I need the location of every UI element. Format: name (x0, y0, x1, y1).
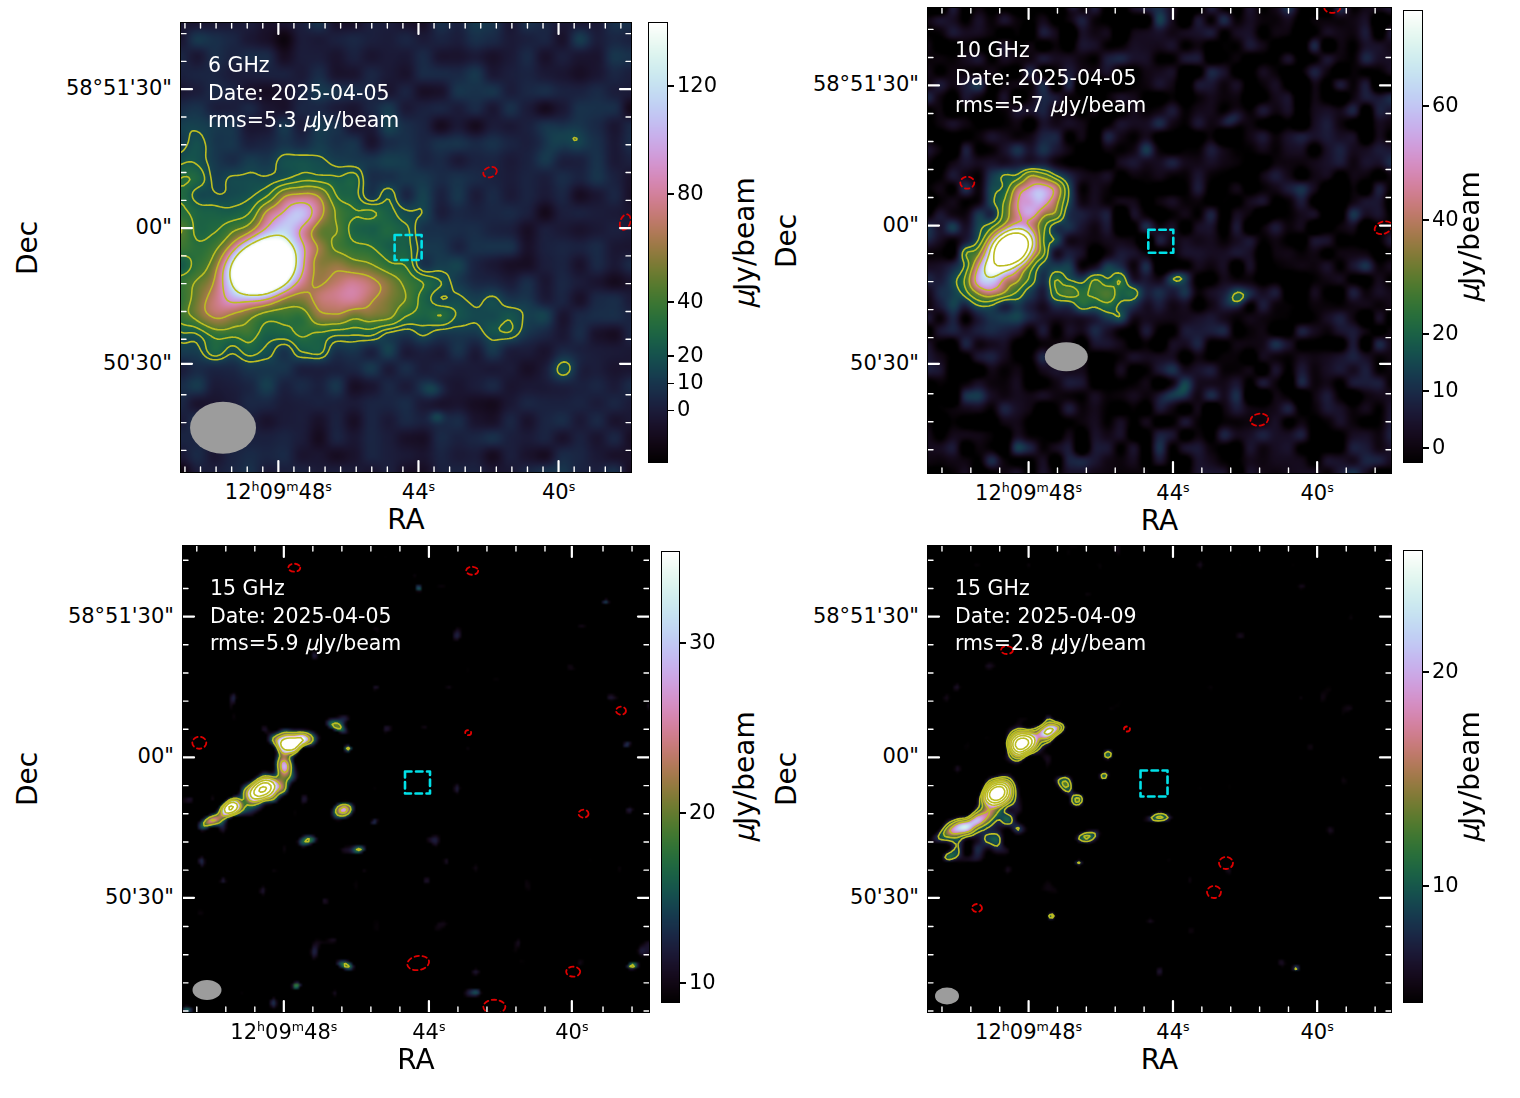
colorbar-tick-label: 20 (689, 800, 716, 824)
annotation-6ghz: 6 GHzDate: 2025-04-05rms=5.3 μJy/beam (208, 52, 399, 135)
figure: 6 GHzDate: 2025-04-05rms=5.3 μJy/beam12h… (0, 0, 1520, 1098)
colorbar-tick (680, 812, 686, 814)
y-tick-label: 58°51'30" (14, 604, 174, 628)
colorbar-tick (680, 642, 686, 644)
colorbar-tick (1423, 390, 1429, 392)
colorbar-6ghz (648, 22, 668, 463)
x-tick-label: 40s (482, 1019, 662, 1044)
colorbar-tick (1423, 885, 1429, 887)
x-axis-label: RA (387, 503, 424, 536)
colorbar-tick (668, 355, 674, 357)
colorbar-tick-label: 20 (677, 343, 704, 367)
y-tick-label: 58°51'30" (759, 604, 919, 628)
colorbar-tick (1423, 671, 1429, 673)
map-panel-6ghz: 6 GHzDate: 2025-04-05rms=5.3 μJy/beam (180, 22, 632, 473)
colorbar-tick-label: 10 (1432, 378, 1459, 402)
colorbar-label-10ghz: μJy/beam (1453, 171, 1486, 303)
colorbar-15ghz-0405 (661, 551, 680, 1003)
y-tick-label: 50'30" (12, 351, 172, 375)
colorbar-tick (1423, 333, 1429, 335)
colorbar-tick-label: 0 (1432, 435, 1445, 459)
y-tick-label: 50'30" (14, 885, 174, 909)
colorbar-canvas-10ghz (1403, 10, 1423, 463)
colorbar-tick-label: 10 (689, 970, 716, 994)
colorbar-label-15ghz-0409: μJy/beam (1453, 711, 1486, 843)
colorbar-tick-label: 80 (677, 181, 704, 205)
colorbar-tick-label: 30 (689, 630, 716, 654)
colorbar-tick (1423, 447, 1429, 449)
colorbar-tick-label: 20 (1432, 659, 1459, 683)
y-tick-label: 50'30" (759, 885, 919, 909)
colorbar-tick (1423, 219, 1429, 221)
colorbar-label-6ghz: μJy/beam (728, 177, 761, 309)
annotation-10ghz: 10 GHzDate: 2025-04-05rms=5.7 μJy/beam (955, 37, 1146, 120)
colorbar-tick-label: 10 (677, 370, 704, 394)
x-tick-label: 40s (469, 479, 649, 504)
map-panel-10ghz: 10 GHzDate: 2025-04-05rms=5.7 μJy/beam (927, 7, 1392, 474)
colorbar-tick-label: 120 (677, 73, 717, 97)
colorbar-canvas-15ghz-0409 (1403, 550, 1423, 1003)
colorbar-tick (668, 410, 674, 412)
y-tick-label: 58°51'30" (12, 76, 172, 100)
y-axis-label: Dec (770, 752, 803, 806)
map-panel-15ghz-0409: 15 GHzDate: 2025-04-09rms=2.8 μJy/beam (927, 545, 1392, 1013)
y-axis-label: Dec (770, 213, 803, 267)
x-tick-label: 40s (1227, 1019, 1407, 1044)
colorbar-tick-label: 20 (1432, 321, 1459, 345)
y-tick-label: 50'30" (759, 351, 919, 375)
x-tick-label: 40s (1227, 480, 1407, 505)
colorbar-tick-label: 40 (677, 289, 704, 313)
x-axis-label: RA (1141, 504, 1178, 537)
colorbar-canvas-15ghz-0405 (661, 551, 680, 1003)
colorbar-tick (668, 85, 674, 87)
colorbar-15ghz-0409 (1403, 550, 1423, 1003)
y-axis-label: Dec (11, 752, 44, 806)
y-axis-label: Dec (11, 220, 44, 274)
x-axis-label: RA (1141, 1043, 1178, 1076)
colorbar-tick (680, 982, 686, 984)
x-axis-label: RA (397, 1043, 434, 1076)
annotation-15ghz-0409: 15 GHzDate: 2025-04-09rms=2.8 μJy/beam (955, 575, 1146, 658)
colorbar-tick (668, 383, 674, 385)
colorbar-canvas-6ghz (648, 22, 668, 463)
colorbar-label-15ghz-0405: μJy/beam (728, 711, 761, 843)
colorbar-tick-label: 10 (1432, 873, 1459, 897)
y-tick-label: 58°51'30" (759, 72, 919, 96)
colorbar-tick-label: 0 (677, 397, 690, 421)
colorbar-10ghz (1403, 10, 1423, 463)
map-panel-15ghz-0405: 15 GHzDate: 2025-04-05rms=5.9 μJy/beam (182, 545, 650, 1013)
colorbar-tick (668, 301, 674, 303)
annotation-15ghz-0405: 15 GHzDate: 2025-04-05rms=5.9 μJy/beam (210, 575, 401, 658)
colorbar-tick (668, 193, 674, 195)
colorbar-tick (1423, 105, 1429, 107)
colorbar-tick-label: 60 (1432, 93, 1459, 117)
